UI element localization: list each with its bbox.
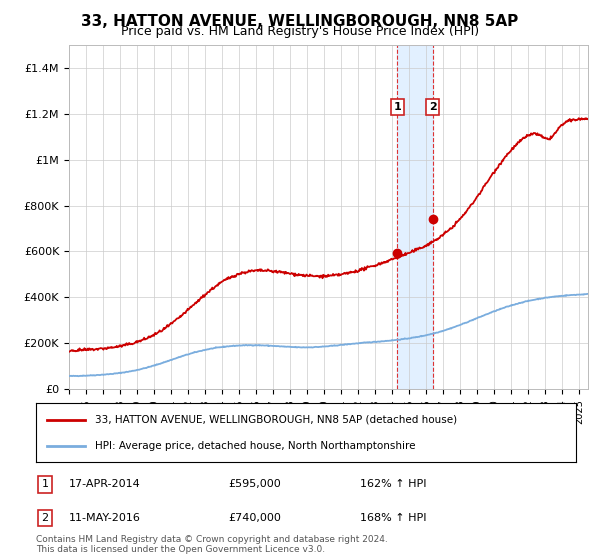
Text: Contains HM Land Registry data © Crown copyright and database right 2024.: Contains HM Land Registry data © Crown c… (36, 535, 388, 544)
Text: HPI: Average price, detached house, North Northamptonshire: HPI: Average price, detached house, Nort… (95, 441, 416, 451)
Text: 33, HATTON AVENUE, WELLINGBOROUGH, NN8 5AP: 33, HATTON AVENUE, WELLINGBOROUGH, NN8 5… (82, 14, 518, 29)
Text: 162% ↑ HPI: 162% ↑ HPI (360, 479, 427, 489)
Text: 33, HATTON AVENUE, WELLINGBOROUGH, NN8 5AP (detached house): 33, HATTON AVENUE, WELLINGBOROUGH, NN8 5… (95, 414, 458, 424)
Text: 2: 2 (41, 513, 49, 523)
Text: Price paid vs. HM Land Registry's House Price Index (HPI): Price paid vs. HM Land Registry's House … (121, 25, 479, 38)
Text: £740,000: £740,000 (228, 513, 281, 523)
Text: 17-APR-2014: 17-APR-2014 (69, 479, 141, 489)
Text: 2: 2 (429, 102, 437, 112)
Text: £595,000: £595,000 (228, 479, 281, 489)
Text: 11-MAY-2016: 11-MAY-2016 (69, 513, 141, 523)
Text: 1: 1 (394, 102, 401, 112)
Text: This data is licensed under the Open Government Licence v3.0.: This data is licensed under the Open Gov… (36, 545, 325, 554)
Text: 168% ↑ HPI: 168% ↑ HPI (360, 513, 427, 523)
Text: 1: 1 (41, 479, 49, 489)
